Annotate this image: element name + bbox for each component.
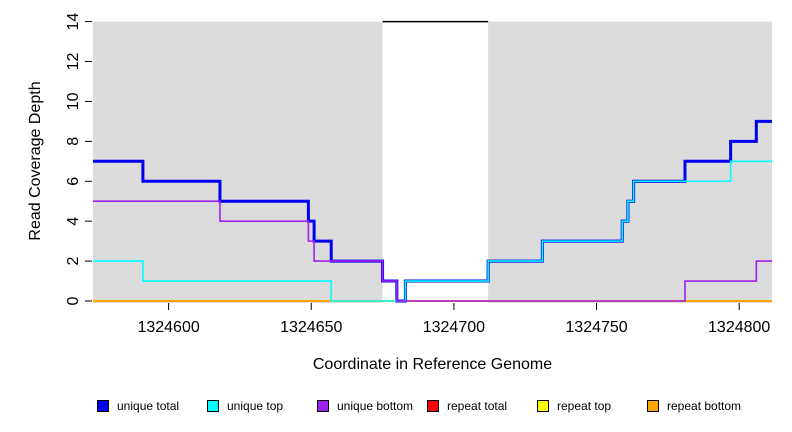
legend: unique total unique top unique bottom repea… xyxy=(97,399,757,413)
legend-label: repeat bottom xyxy=(667,399,742,413)
x-tick-label: 1324800 xyxy=(708,319,770,336)
legend-label: repeat top xyxy=(557,399,612,413)
repeat-gap xyxy=(382,21,489,303)
plot-area: 1324600 1324650 1324700 1324750 1324800 0 2 4 6 8… xyxy=(65,13,772,336)
x-tick-label: 1324700 xyxy=(423,319,485,336)
legend-label: unique bottom xyxy=(337,399,414,413)
y-tick-label: 6 xyxy=(65,177,82,186)
legend-swatch-unique-top xyxy=(207,400,219,412)
series-unique-bottom xyxy=(93,200,772,302)
y-tick-label: 10 xyxy=(65,92,82,110)
y-tick-label: 0 xyxy=(65,296,82,305)
y-tick-label: 14 xyxy=(65,13,82,31)
legend-label: unique top xyxy=(227,399,284,413)
legend-label: unique total xyxy=(117,399,180,413)
x-tick-label: 1324600 xyxy=(137,319,199,336)
legend-swatch-repeat-total xyxy=(427,400,439,412)
x-tick-label: 1324750 xyxy=(565,319,627,336)
y-tick-label: 2 xyxy=(65,257,82,266)
legend-swatch-repeat-bottom xyxy=(647,400,659,412)
y-tick-label: 12 xyxy=(65,53,82,71)
y-tick-label: 8 xyxy=(65,137,82,146)
legend-swatch-repeat-top xyxy=(537,400,549,412)
legend-swatch-unique-total xyxy=(97,400,109,412)
x-tick-label: 1324650 xyxy=(280,319,342,336)
x-axis-label: Coordinate in Reference Genome xyxy=(312,356,553,373)
legend-item-repeat-top: repeat top xyxy=(537,399,647,413)
legend-swatch-unique-bottom xyxy=(317,400,329,412)
legend-item-repeat-total: repeat total xyxy=(427,399,537,413)
legend-item-unique-total: unique total xyxy=(97,399,207,413)
y-tick-label: 4 xyxy=(65,217,82,226)
legend-label: repeat total xyxy=(447,399,508,413)
series-unique-top xyxy=(93,160,772,302)
legend-item-unique-top: unique top xyxy=(207,399,317,413)
legend-item-unique-bottom: unique bottom xyxy=(317,399,427,413)
legend-item-repeat-bottom: repeat bottom xyxy=(647,399,757,413)
